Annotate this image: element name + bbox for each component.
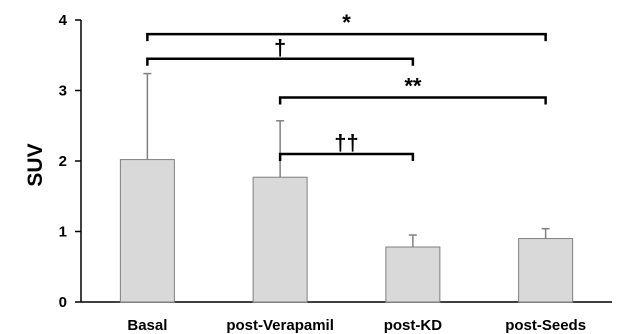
- significance-bracket: [278, 152, 415, 161]
- y-tick-label: 3: [59, 83, 67, 100]
- bar: [518, 238, 574, 303]
- y-tick-label: 2: [59, 153, 67, 170]
- y-tick-label: 0: [59, 294, 67, 311]
- significance-label: †: [274, 35, 286, 60]
- significance-bracket: [278, 96, 547, 105]
- significance-label: *: [342, 10, 351, 35]
- bar: [252, 176, 308, 303]
- y-tick-label: 4: [59, 12, 68, 29]
- significance-label: **: [404, 74, 422, 99]
- category-label: post-Seeds: [505, 317, 586, 334]
- significance-label: ††: [334, 130, 358, 155]
- significance-bracket: [146, 32, 547, 42]
- significance-bracket: [146, 57, 415, 66]
- y-tick-label: 1: [59, 224, 67, 241]
- category-label: post-KD: [384, 317, 442, 334]
- category-label: Basal: [127, 317, 167, 334]
- y-axis-label: SUV: [24, 143, 47, 186]
- bar: [119, 159, 175, 303]
- category-label: post-Verapamil: [226, 317, 334, 334]
- bar: [385, 246, 441, 303]
